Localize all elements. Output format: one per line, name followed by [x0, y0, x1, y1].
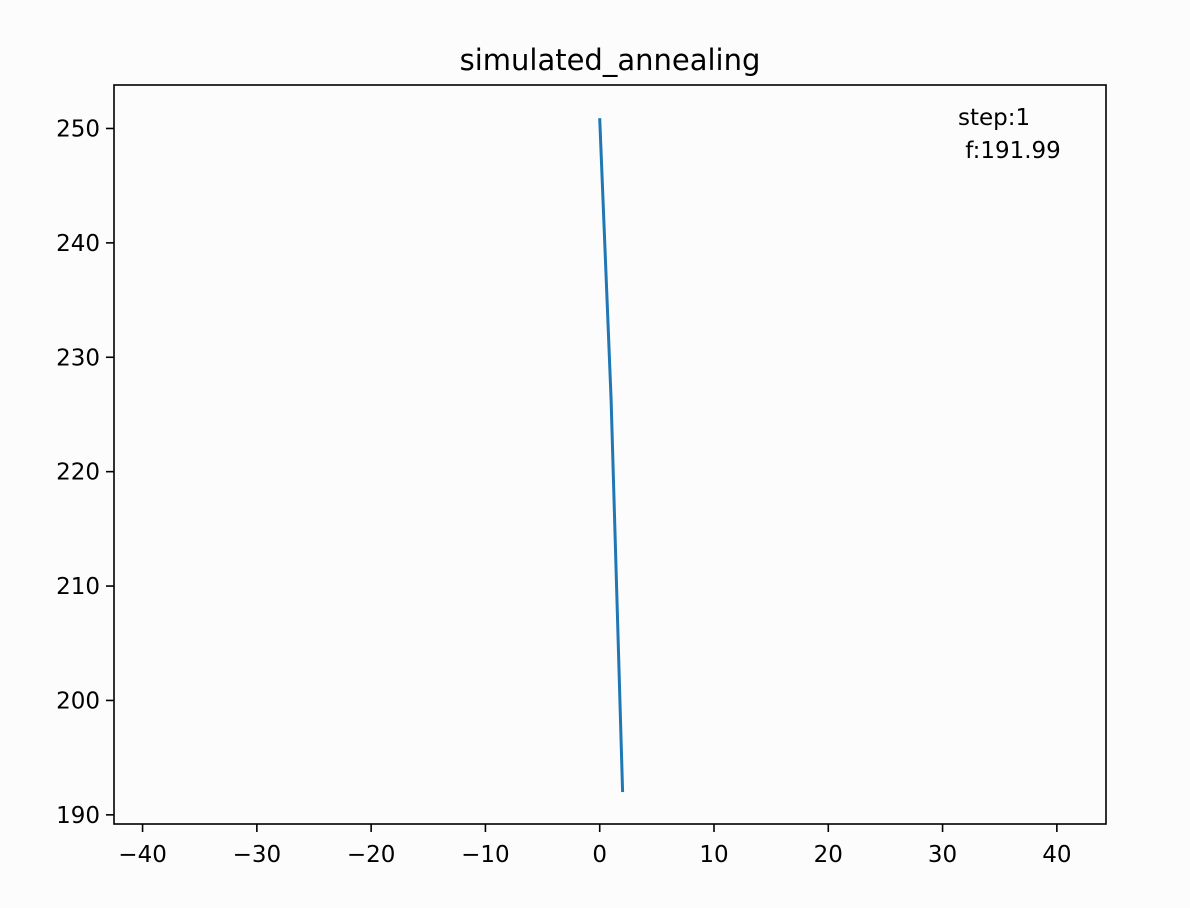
x-tick-label: 30 — [928, 842, 957, 868]
x-tick-label: 0 — [592, 842, 607, 868]
series-line — [598, 118, 625, 793]
x-tick-label: −20 — [347, 842, 396, 868]
x-tick-label: 10 — [699, 842, 728, 868]
y-tick-label: 190 — [56, 803, 100, 829]
series-layer — [598, 118, 625, 793]
plot-frame — [113, 84, 1107, 825]
x-tick-label: −40 — [118, 842, 167, 868]
plot-area — [114, 85, 1106, 824]
y-axis-ticks: 190 200 210 220 230 240 250 — [56, 116, 114, 829]
annotation-f: f:191.99 — [958, 138, 1061, 164]
x-tick-label: 20 — [814, 842, 843, 868]
y-tick-label: 220 — [56, 460, 100, 486]
y-tick-label: 210 — [56, 574, 100, 600]
y-tick-label: 200 — [56, 688, 100, 714]
x-tick-label: −30 — [233, 842, 282, 868]
y-tick-label: 230 — [56, 345, 100, 371]
x-tick-label: −10 — [461, 842, 510, 868]
y-tick-label: 250 — [56, 116, 100, 142]
chart-title: simulated_annealing — [460, 43, 761, 77]
x-axis-ticks: −40 −30 −20 −10 0 10 20 30 40 — [118, 824, 1071, 868]
annotation-step: step:1 — [958, 105, 1030, 131]
x-tick-label: 40 — [1042, 842, 1071, 868]
y-tick-label: 240 — [56, 231, 100, 257]
